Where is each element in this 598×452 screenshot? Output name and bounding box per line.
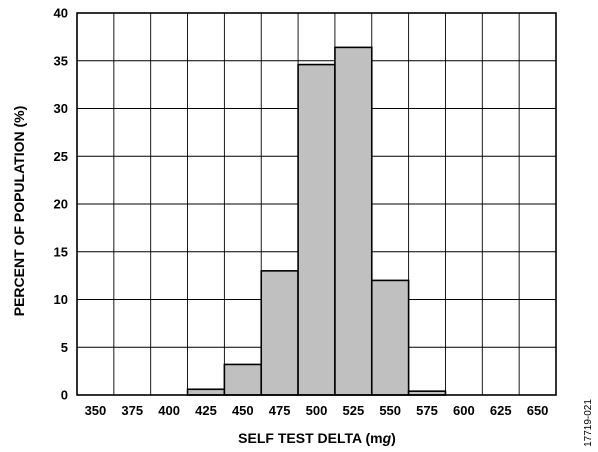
x-tick-label: 500 <box>306 403 328 418</box>
bar-550 <box>370 279 410 396</box>
y-tick-label: 35 <box>54 53 68 68</box>
bars <box>186 46 447 396</box>
x-tick-label: 375 <box>121 403 143 418</box>
bar-475 <box>260 270 299 396</box>
y-tick-label: 0 <box>61 388 68 403</box>
bar-525 <box>334 46 373 396</box>
x-tick-label: 600 <box>453 403 475 418</box>
figure-id: 17719-021 <box>583 399 594 447</box>
bar-500 <box>297 63 336 396</box>
x-tick-labels: 350 375 400 425 450 475 500 525 550 575 600 625 650 <box>85 403 549 418</box>
y-axis-title: PERCENT OF POPULATION (%) <box>11 106 27 317</box>
y-tick-label: 5 <box>61 340 68 355</box>
y-tick-label: 10 <box>54 292 68 307</box>
x-tick-label: 650 <box>527 403 549 418</box>
x-tick-label: 450 <box>232 403 254 418</box>
y-tick-labels: 0 5 10 15 20 25 30 35 40 <box>54 6 68 403</box>
x-tick-label: 400 <box>158 403 180 418</box>
y-tick-label: 40 <box>54 6 68 21</box>
x-tick-label: 625 <box>490 403 512 418</box>
y-tick-label: 20 <box>54 197 68 212</box>
x-tick-label: 425 <box>195 403 217 418</box>
x-axis-title-unit-italic: g <box>382 430 392 446</box>
bar-450 <box>223 363 263 396</box>
x-tick-label: 475 <box>269 403 291 418</box>
bar-425 <box>186 388 226 396</box>
x-tick-label: 525 <box>342 403 364 418</box>
x-tick-label: 575 <box>416 403 438 418</box>
x-tick-label: 550 <box>379 403 401 418</box>
x-axis-title: SELF TEST DELTA (mg) <box>238 430 396 446</box>
y-tick-label: 15 <box>54 244 68 259</box>
x-axis-title-part-3: ) <box>391 430 396 446</box>
y-tick-label: 25 <box>54 149 68 164</box>
x-tick-label: 350 <box>85 403 107 418</box>
plot-frame <box>76 12 557 396</box>
x-axis-title-part-1: SELF TEST DELTA (m <box>238 430 382 446</box>
y-tick-label: 30 <box>54 101 68 116</box>
